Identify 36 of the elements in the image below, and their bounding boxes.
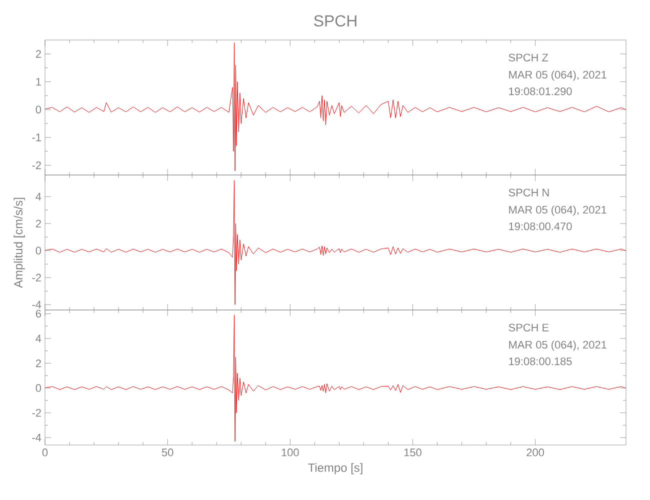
- y-tick-label: 2: [36, 50, 41, 58]
- annotation: SPCH N: [508, 188, 549, 196]
- y-tick-label: 4: [36, 334, 42, 342]
- y-tick-label: -1: [32, 134, 41, 142]
- x-tick-label: 50: [162, 448, 174, 456]
- y-tick-label: -2: [32, 408, 41, 417]
- chart-title: SPCH: [314, 15, 356, 26]
- y-tick-label: 2: [36, 220, 41, 228]
- y-tick-label: -4: [32, 434, 42, 442]
- annotation: 19:08:01.290: [509, 87, 572, 96]
- annotation: SPCH Z: [508, 54, 548, 62]
- x-tick-label: 100: [282, 448, 299, 456]
- y-tick-label: -2: [32, 274, 41, 282]
- line-series: [45, 180, 626, 305]
- x-axis-title: Tiempo [s]: [308, 463, 362, 474]
- y-tick-label: 2: [36, 359, 41, 368]
- line-series: [45, 42, 626, 172]
- annotation: MAR 05 (064), 2021: [509, 340, 606, 351]
- x-tick-label: 0: [42, 448, 48, 456]
- y-tick-label: 0: [36, 106, 42, 114]
- y-tick-label: 1: [36, 78, 41, 86]
- annotation: MAR 05 (064), 2021: [509, 206, 606, 216]
- y-tick-label: 0: [36, 384, 42, 392]
- annotation: MAR 05 (064), 2021: [509, 70, 606, 81]
- y-tick-label: -2: [32, 161, 41, 170]
- y-tick-label: 0: [36, 246, 42, 254]
- y-axis-title: Amplitud [cm/s/s]: [14, 198, 25, 288]
- line-series: [45, 314, 626, 442]
- annotation: 19:08:00.185: [509, 357, 572, 366]
- y-tick-label: -4: [32, 300, 42, 308]
- y-tick-label: 6: [36, 310, 41, 318]
- annotation: SPCH E: [508, 324, 549, 332]
- y-tick-label: 4: [36, 192, 42, 200]
- x-tick-label: 200: [526, 448, 544, 456]
- x-tick-label: 150: [404, 448, 422, 456]
- annotation: 19:08:00.470: [509, 222, 572, 230]
